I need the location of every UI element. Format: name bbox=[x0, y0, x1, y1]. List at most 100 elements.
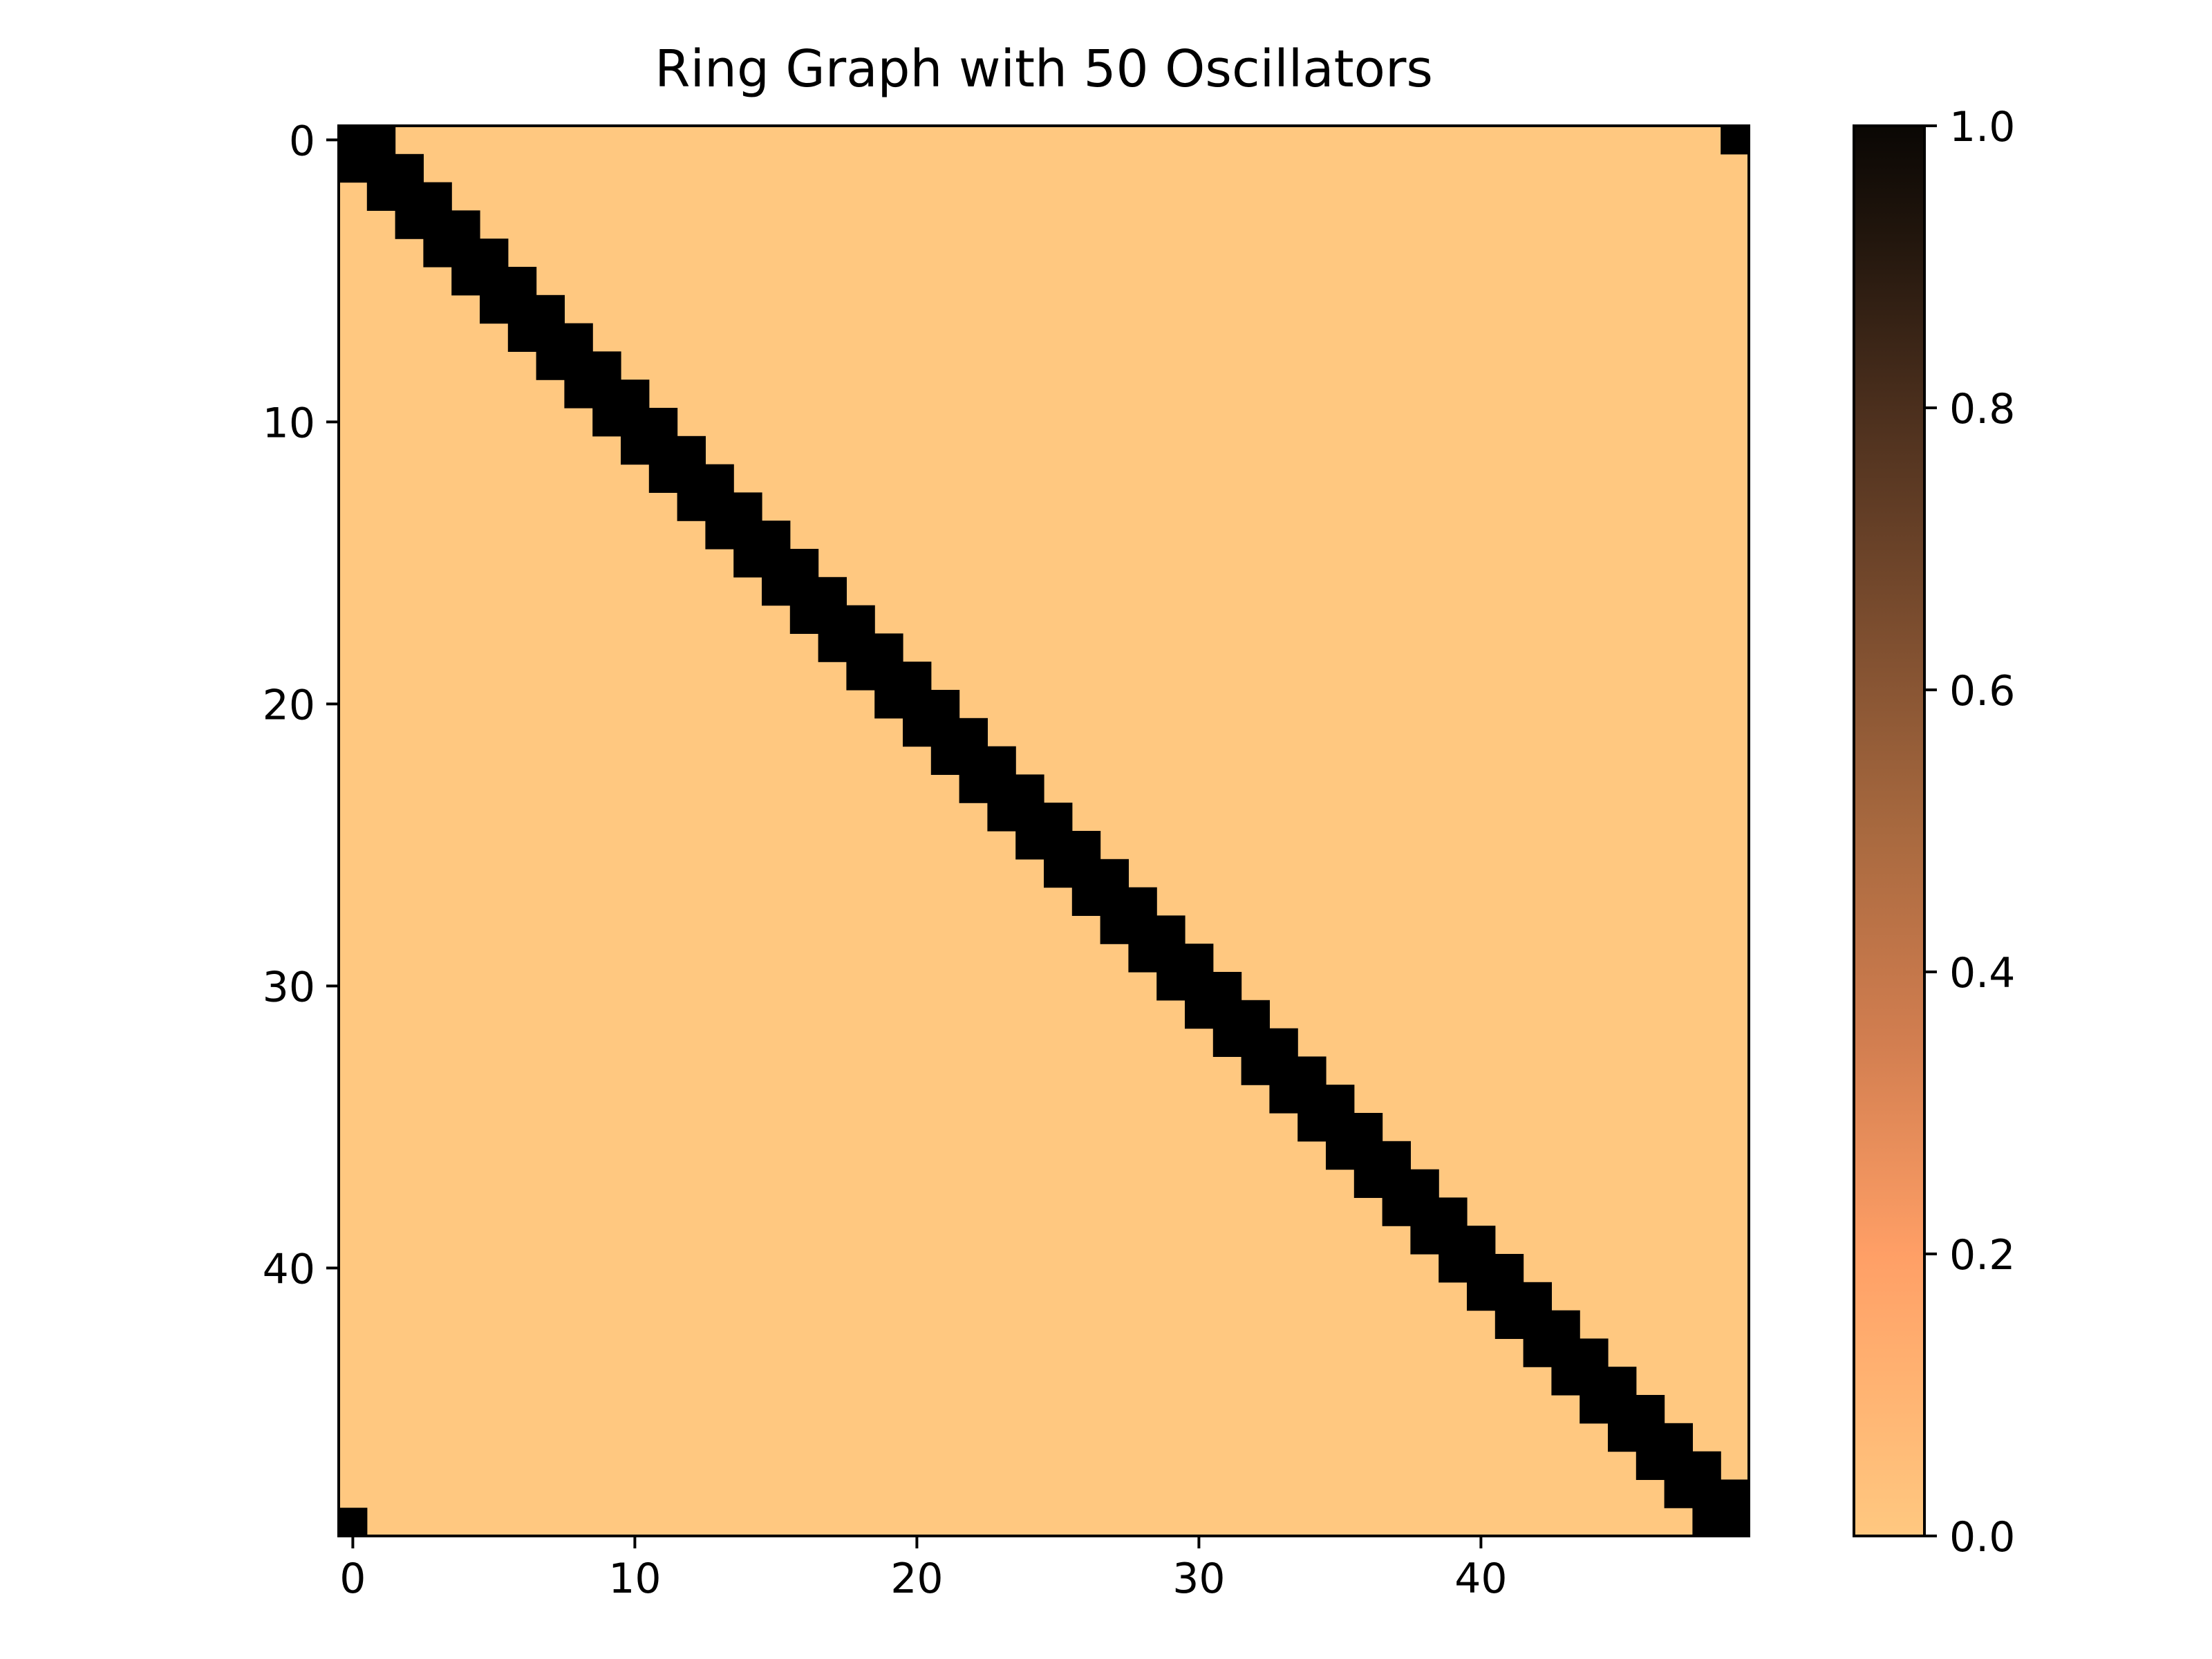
heatmap-cell bbox=[621, 408, 650, 437]
heatmap-cell bbox=[1156, 972, 1185, 1001]
heatmap-cell bbox=[480, 294, 509, 324]
y-tick-label: 30 bbox=[263, 963, 315, 1011]
heatmap-cell bbox=[1438, 1254, 1468, 1283]
x-tick-label: 10 bbox=[608, 1555, 661, 1603]
heatmap-cell bbox=[1071, 887, 1101, 916]
x-tick-label: 20 bbox=[890, 1555, 943, 1603]
colorbar bbox=[1853, 124, 1926, 1537]
heatmap-cell bbox=[648, 464, 678, 493]
heatmap-cell bbox=[1635, 1395, 1665, 1424]
heatmap-cells bbox=[339, 126, 1750, 1537]
colorbar-tick-label: 0.0 bbox=[1949, 1513, 2015, 1562]
heatmap-cell bbox=[1692, 1508, 1721, 1537]
heatmap-cell bbox=[1128, 944, 1157, 973]
heatmap-cell bbox=[1212, 972, 1242, 1001]
heatmap-cell bbox=[1551, 1367, 1580, 1396]
heatmap-cell bbox=[536, 294, 565, 324]
y-tick-label: 20 bbox=[263, 681, 315, 729]
heatmap-cell bbox=[1241, 1000, 1270, 1029]
heatmap-cell bbox=[366, 153, 396, 183]
heatmap-cell bbox=[480, 267, 509, 296]
heatmap-cell bbox=[1212, 1000, 1242, 1029]
heatmap-cell bbox=[1410, 1197, 1439, 1226]
heatmap-cell bbox=[846, 662, 875, 691]
heatmap-cell bbox=[1269, 1085, 1298, 1114]
heatmap-cell bbox=[903, 690, 932, 719]
heatmap-cell bbox=[930, 718, 960, 747]
heatmap-cell bbox=[1353, 1113, 1383, 1142]
heatmap-cell bbox=[874, 662, 903, 691]
colorbar-tick-label: 0.6 bbox=[1949, 667, 2015, 715]
heatmap-cell bbox=[874, 633, 903, 662]
heatmap-cell bbox=[1382, 1197, 1411, 1226]
heatmap-cell bbox=[507, 294, 537, 324]
heatmap-cell bbox=[959, 774, 988, 803]
heatmap-cell bbox=[1494, 1282, 1524, 1311]
heatmap-cell bbox=[1635, 1423, 1665, 1452]
heatmap-cell bbox=[846, 633, 875, 662]
heatmap-cell bbox=[987, 746, 1016, 775]
heatmap-cell bbox=[733, 549, 762, 578]
heatmap-cell bbox=[1382, 1141, 1411, 1170]
heatmap-cell bbox=[762, 549, 791, 578]
heatmap-cell bbox=[903, 718, 932, 747]
heatmap-cell bbox=[507, 323, 537, 352]
heatmap-cell bbox=[1580, 1338, 1609, 1367]
heatmap-cell bbox=[1212, 1028, 1242, 1057]
heatmap-cell bbox=[1467, 1282, 1496, 1311]
heatmap-cell bbox=[536, 351, 565, 380]
heatmap-cell bbox=[677, 492, 706, 521]
heatmap-cell bbox=[1071, 859, 1101, 888]
heatmap-cell bbox=[1015, 774, 1044, 803]
colorbar-tick-label: 0.2 bbox=[1949, 1231, 2015, 1280]
heatmap-cell bbox=[451, 238, 480, 268]
heatmap-cell bbox=[1128, 915, 1157, 944]
heatmap-cell bbox=[1721, 1479, 1750, 1508]
heatmap-cell bbox=[762, 577, 791, 606]
heatmap-cell bbox=[733, 521, 762, 550]
heatmap-cell bbox=[1269, 1056, 1298, 1085]
heatmap-cell bbox=[1185, 972, 1214, 1001]
heatmap-cell bbox=[423, 210, 452, 239]
heatmap-cell bbox=[1071, 831, 1101, 860]
heatmap-cell bbox=[818, 605, 847, 634]
heatmap-cell bbox=[1635, 1451, 1665, 1480]
x-tick-label: 0 bbox=[339, 1555, 366, 1603]
heatmap-cell bbox=[818, 633, 847, 662]
heatmap-cell bbox=[677, 464, 706, 493]
heatmap-cell bbox=[1100, 887, 1129, 916]
colorbar-tick-label: 1.0 bbox=[1949, 103, 2015, 151]
heatmap-cell bbox=[1692, 1479, 1721, 1508]
heatmap-cell bbox=[705, 492, 734, 521]
heatmap-cell bbox=[1608, 1395, 1637, 1424]
heatmap-cell bbox=[423, 238, 452, 268]
x-tick-label: 40 bbox=[1454, 1555, 1507, 1603]
heatmap-cell bbox=[339, 153, 368, 183]
heatmap-cell bbox=[1241, 1028, 1270, 1057]
heatmap-cell bbox=[592, 408, 621, 437]
chart-title: Ring Graph with 50 Oscillators bbox=[655, 39, 1433, 99]
heatmap-cell bbox=[592, 379, 621, 409]
heatmap-cell bbox=[339, 1508, 368, 1537]
heatmap-cell bbox=[1156, 915, 1185, 944]
heatmap-cell bbox=[621, 379, 650, 409]
heatmap-cell bbox=[507, 267, 537, 296]
heatmap-cell bbox=[1494, 1254, 1524, 1283]
heatmap-cell bbox=[1551, 1310, 1580, 1339]
heatmap-cell bbox=[648, 408, 678, 437]
heatmap-cell bbox=[762, 521, 791, 550]
heatmap-cell bbox=[818, 577, 847, 606]
heatmap-cell bbox=[1326, 1085, 1355, 1114]
heatmap-cell bbox=[1326, 1141, 1355, 1170]
heatmap-cell bbox=[366, 182, 396, 211]
heatmap-cell bbox=[1297, 1113, 1327, 1142]
heatmap-cell bbox=[1438, 1226, 1468, 1255]
heatmap-cell bbox=[1721, 126, 1750, 155]
heatmap-cell bbox=[959, 718, 988, 747]
heatmap-cell bbox=[1100, 859, 1129, 888]
colorbar-axis: 0.0 0.2 0.4 0.6 0.8 1.0 bbox=[1924, 103, 2015, 1562]
x-tick-label: 30 bbox=[1172, 1555, 1225, 1603]
heatmap-cell bbox=[564, 323, 593, 352]
heatmap-cell bbox=[1664, 1451, 1693, 1480]
